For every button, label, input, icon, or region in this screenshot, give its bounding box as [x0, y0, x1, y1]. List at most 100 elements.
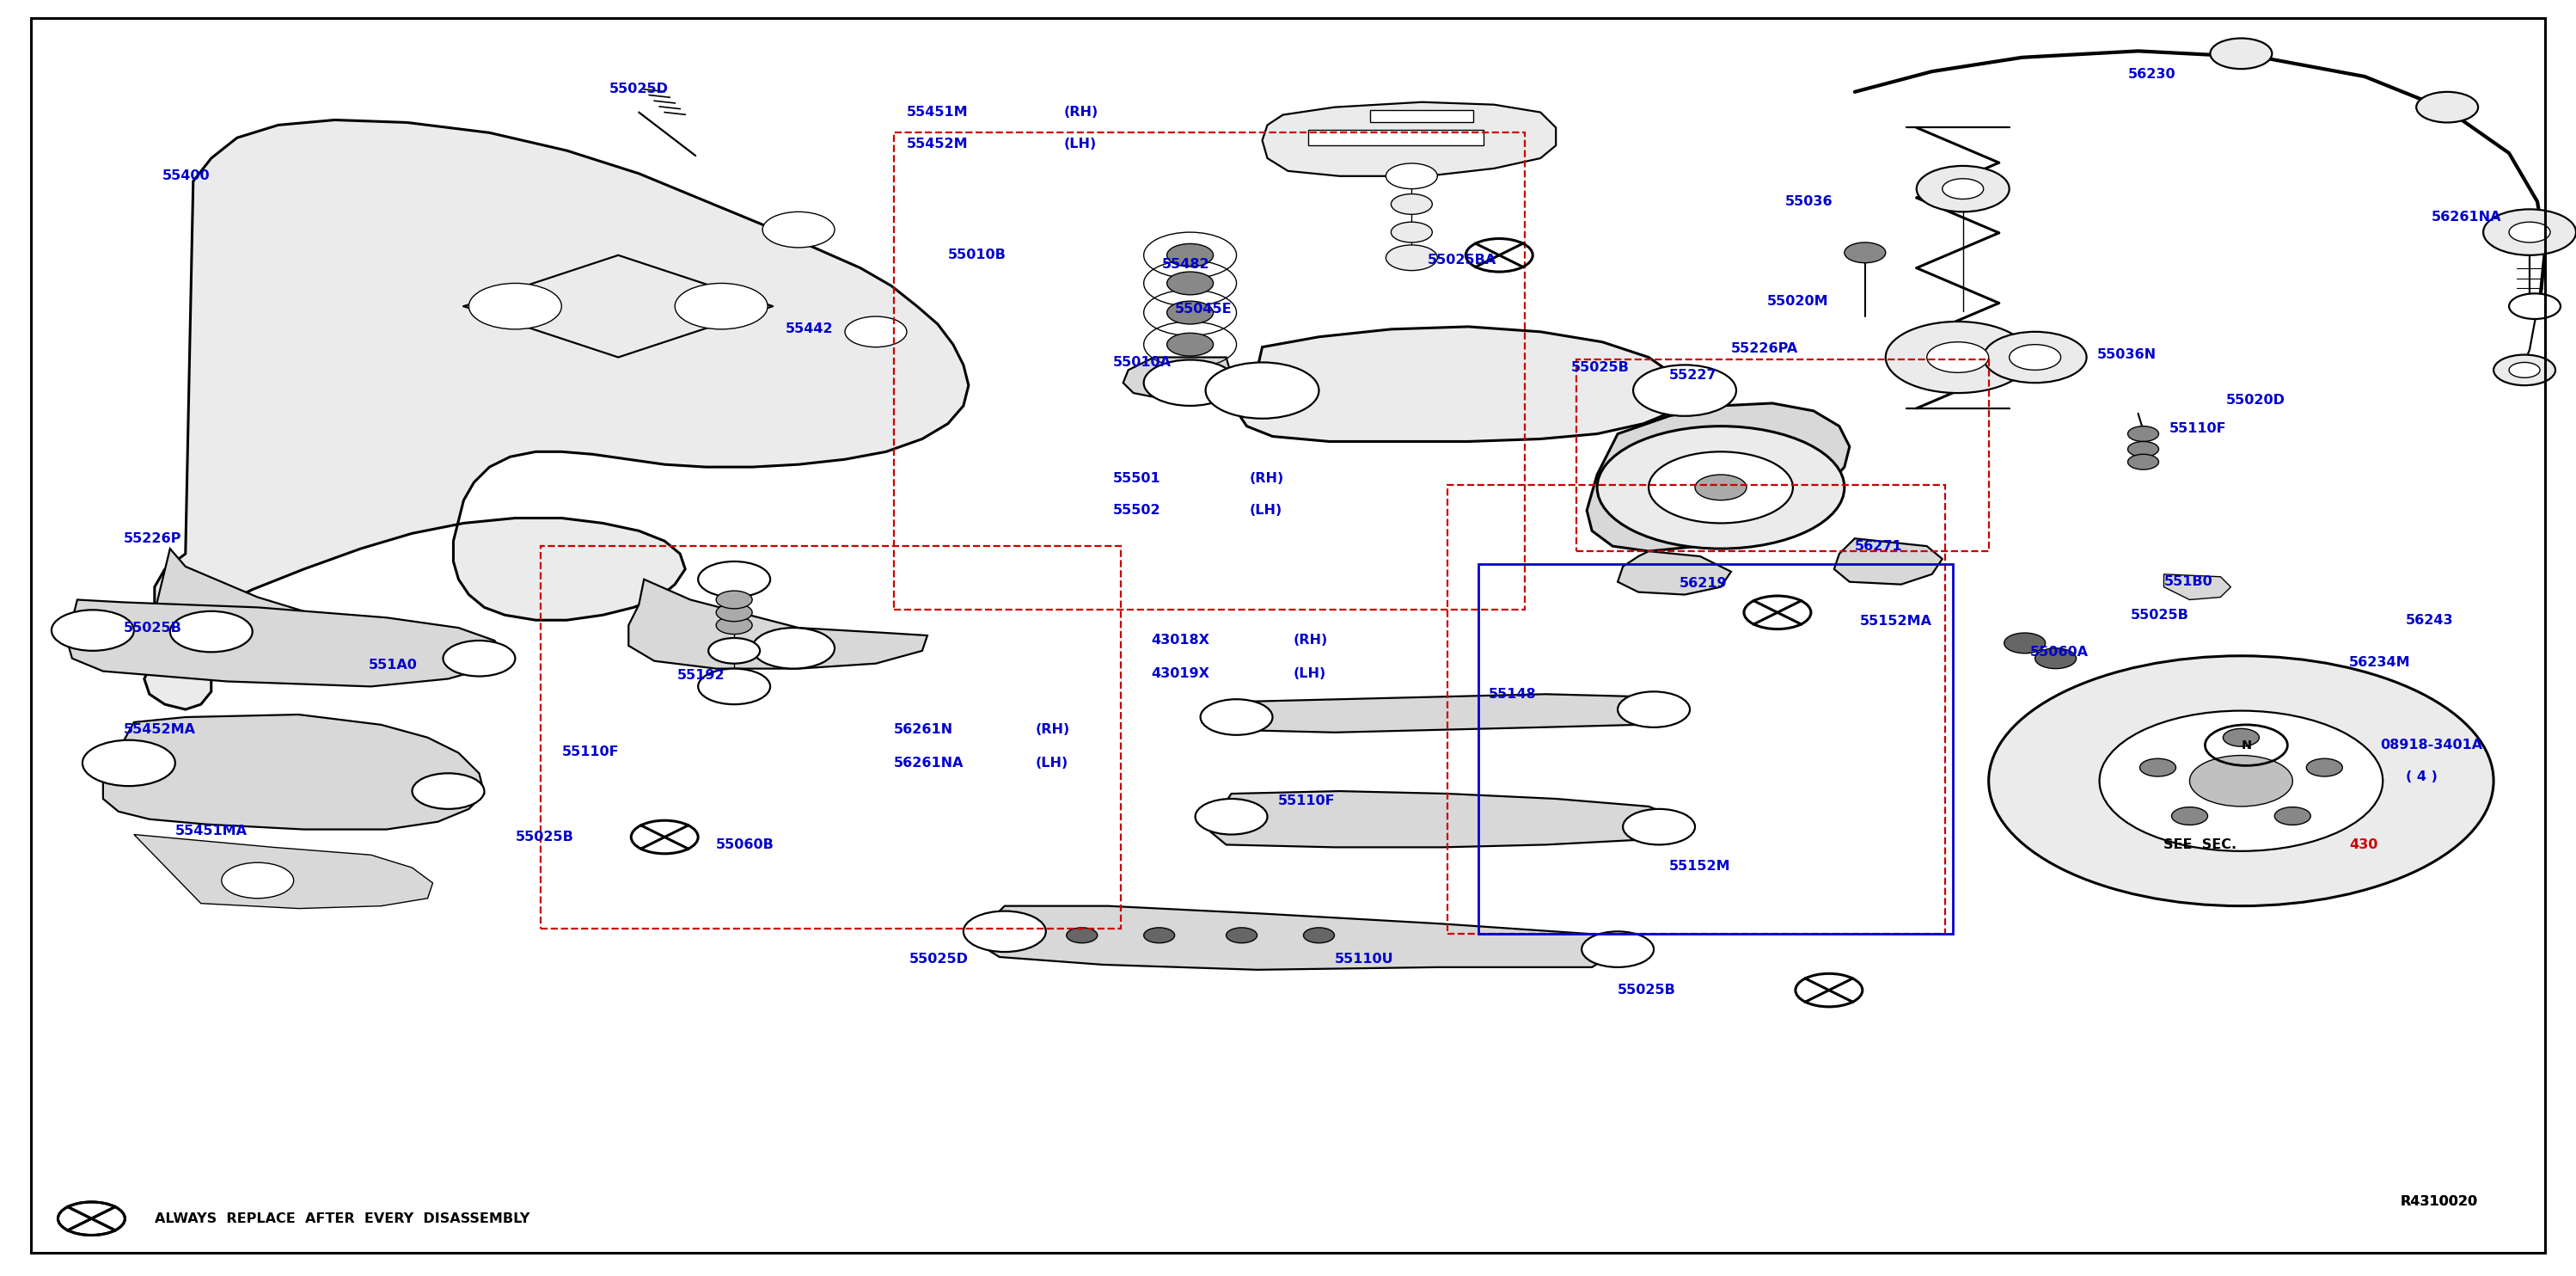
Circle shape	[1391, 194, 1432, 214]
Circle shape	[82, 740, 175, 786]
Text: 55010A: 55010A	[1113, 356, 1172, 369]
Text: 55010B: 55010B	[948, 249, 1007, 262]
Text: 56261N: 56261N	[894, 723, 953, 736]
Circle shape	[443, 641, 515, 676]
Polygon shape	[144, 120, 969, 709]
Text: 55045E: 55045E	[1175, 302, 1231, 315]
Circle shape	[2172, 808, 2208, 826]
Circle shape	[1144, 928, 1175, 943]
Text: ALWAYS  REPLACE  AFTER  EVERY  DISASSEMBLY: ALWAYS REPLACE AFTER EVERY DISASSEMBLY	[155, 1212, 531, 1225]
Text: (LH): (LH)	[1064, 138, 1097, 151]
Text: 55036: 55036	[1785, 195, 1834, 208]
Circle shape	[2128, 441, 2159, 457]
Circle shape	[1386, 163, 1437, 189]
Circle shape	[2306, 758, 2342, 776]
Text: 56261NA: 56261NA	[2432, 211, 2501, 223]
Circle shape	[1206, 362, 1319, 419]
Circle shape	[1886, 322, 2030, 393]
Circle shape	[412, 773, 484, 809]
Text: 43019X: 43019X	[1151, 667, 1211, 680]
Text: 55152MA: 55152MA	[1860, 615, 1932, 628]
Bar	[1577, 360, 1989, 551]
Polygon shape	[2164, 574, 2231, 600]
Polygon shape	[67, 600, 505, 686]
Circle shape	[1927, 342, 1989, 373]
Text: 56271: 56271	[1855, 540, 1904, 553]
Text: 55451MA: 55451MA	[175, 824, 247, 837]
Circle shape	[963, 911, 1046, 952]
Text: 55025D: 55025D	[608, 83, 670, 96]
Bar	[1309, 130, 1484, 145]
Bar	[541, 546, 1121, 929]
Circle shape	[845, 316, 907, 347]
Circle shape	[222, 863, 294, 898]
Circle shape	[52, 610, 134, 651]
Circle shape	[2128, 454, 2159, 470]
Circle shape	[170, 611, 252, 652]
Text: 55451M: 55451M	[907, 106, 969, 119]
Circle shape	[2035, 648, 2076, 669]
Text: 55025B: 55025B	[1571, 361, 1631, 374]
Bar	[1479, 564, 1953, 934]
Text: 55226PA: 55226PA	[1731, 342, 1798, 355]
Circle shape	[1391, 222, 1432, 242]
Circle shape	[752, 628, 835, 669]
Circle shape	[716, 604, 752, 621]
Text: 55110F: 55110F	[562, 745, 618, 758]
Text: 55501: 55501	[1113, 472, 1162, 485]
Circle shape	[2128, 426, 2159, 441]
Text: 55482: 55482	[1162, 258, 1211, 271]
Text: 56219: 56219	[1680, 577, 1728, 590]
Text: 55226P: 55226P	[124, 532, 180, 545]
Circle shape	[1167, 272, 1213, 295]
Text: 55025BA: 55025BA	[1427, 254, 1497, 267]
Circle shape	[1597, 426, 1844, 549]
Polygon shape	[1262, 102, 1556, 176]
Circle shape	[1649, 452, 1793, 523]
Circle shape	[1226, 928, 1257, 943]
Text: 08918-3401A: 08918-3401A	[2380, 739, 2483, 752]
Bar	[1370, 110, 1473, 122]
Polygon shape	[144, 549, 350, 674]
Polygon shape	[103, 715, 484, 829]
Circle shape	[1195, 799, 1267, 835]
Text: 56243: 56243	[2406, 614, 2455, 627]
Circle shape	[1917, 166, 2009, 212]
Text: 56230: 56230	[2128, 68, 2177, 80]
Polygon shape	[1216, 694, 1669, 732]
Text: ( 4 ): ( 4 )	[2406, 771, 2437, 783]
Circle shape	[1582, 931, 1654, 967]
Text: 55400: 55400	[162, 170, 211, 182]
Circle shape	[1303, 928, 1334, 943]
Text: 55020D: 55020D	[2226, 394, 2285, 407]
Text: 55227: 55227	[1669, 369, 1718, 382]
Circle shape	[2190, 755, 2293, 806]
Text: 55452MA: 55452MA	[124, 723, 196, 736]
Bar	[1448, 485, 1945, 934]
Text: 55148: 55148	[1489, 688, 1538, 701]
Circle shape	[2509, 222, 2550, 242]
Text: (LH): (LH)	[1036, 757, 1069, 769]
Circle shape	[1167, 333, 1213, 356]
Text: 43018X: 43018X	[1151, 634, 1211, 647]
Polygon shape	[1618, 551, 1731, 595]
Polygon shape	[1236, 327, 1685, 441]
Text: 55110F: 55110F	[1278, 795, 1334, 808]
Text: 56234M: 56234M	[2349, 656, 2411, 669]
Text: 55025B: 55025B	[515, 831, 574, 843]
Polygon shape	[1211, 791, 1674, 847]
Text: SEE  SEC.: SEE SEC.	[2164, 838, 2236, 851]
Text: (LH): (LH)	[1293, 667, 1327, 680]
Circle shape	[2210, 38, 2272, 69]
Polygon shape	[1587, 403, 1850, 551]
Circle shape	[2416, 92, 2478, 122]
Text: 551A0: 551A0	[368, 658, 417, 671]
Circle shape	[1984, 332, 2087, 383]
Circle shape	[675, 283, 768, 329]
Circle shape	[2483, 209, 2576, 255]
Circle shape	[1633, 365, 1736, 416]
Polygon shape	[134, 835, 433, 909]
Polygon shape	[979, 906, 1633, 970]
Circle shape	[698, 561, 770, 597]
Circle shape	[2275, 808, 2311, 826]
